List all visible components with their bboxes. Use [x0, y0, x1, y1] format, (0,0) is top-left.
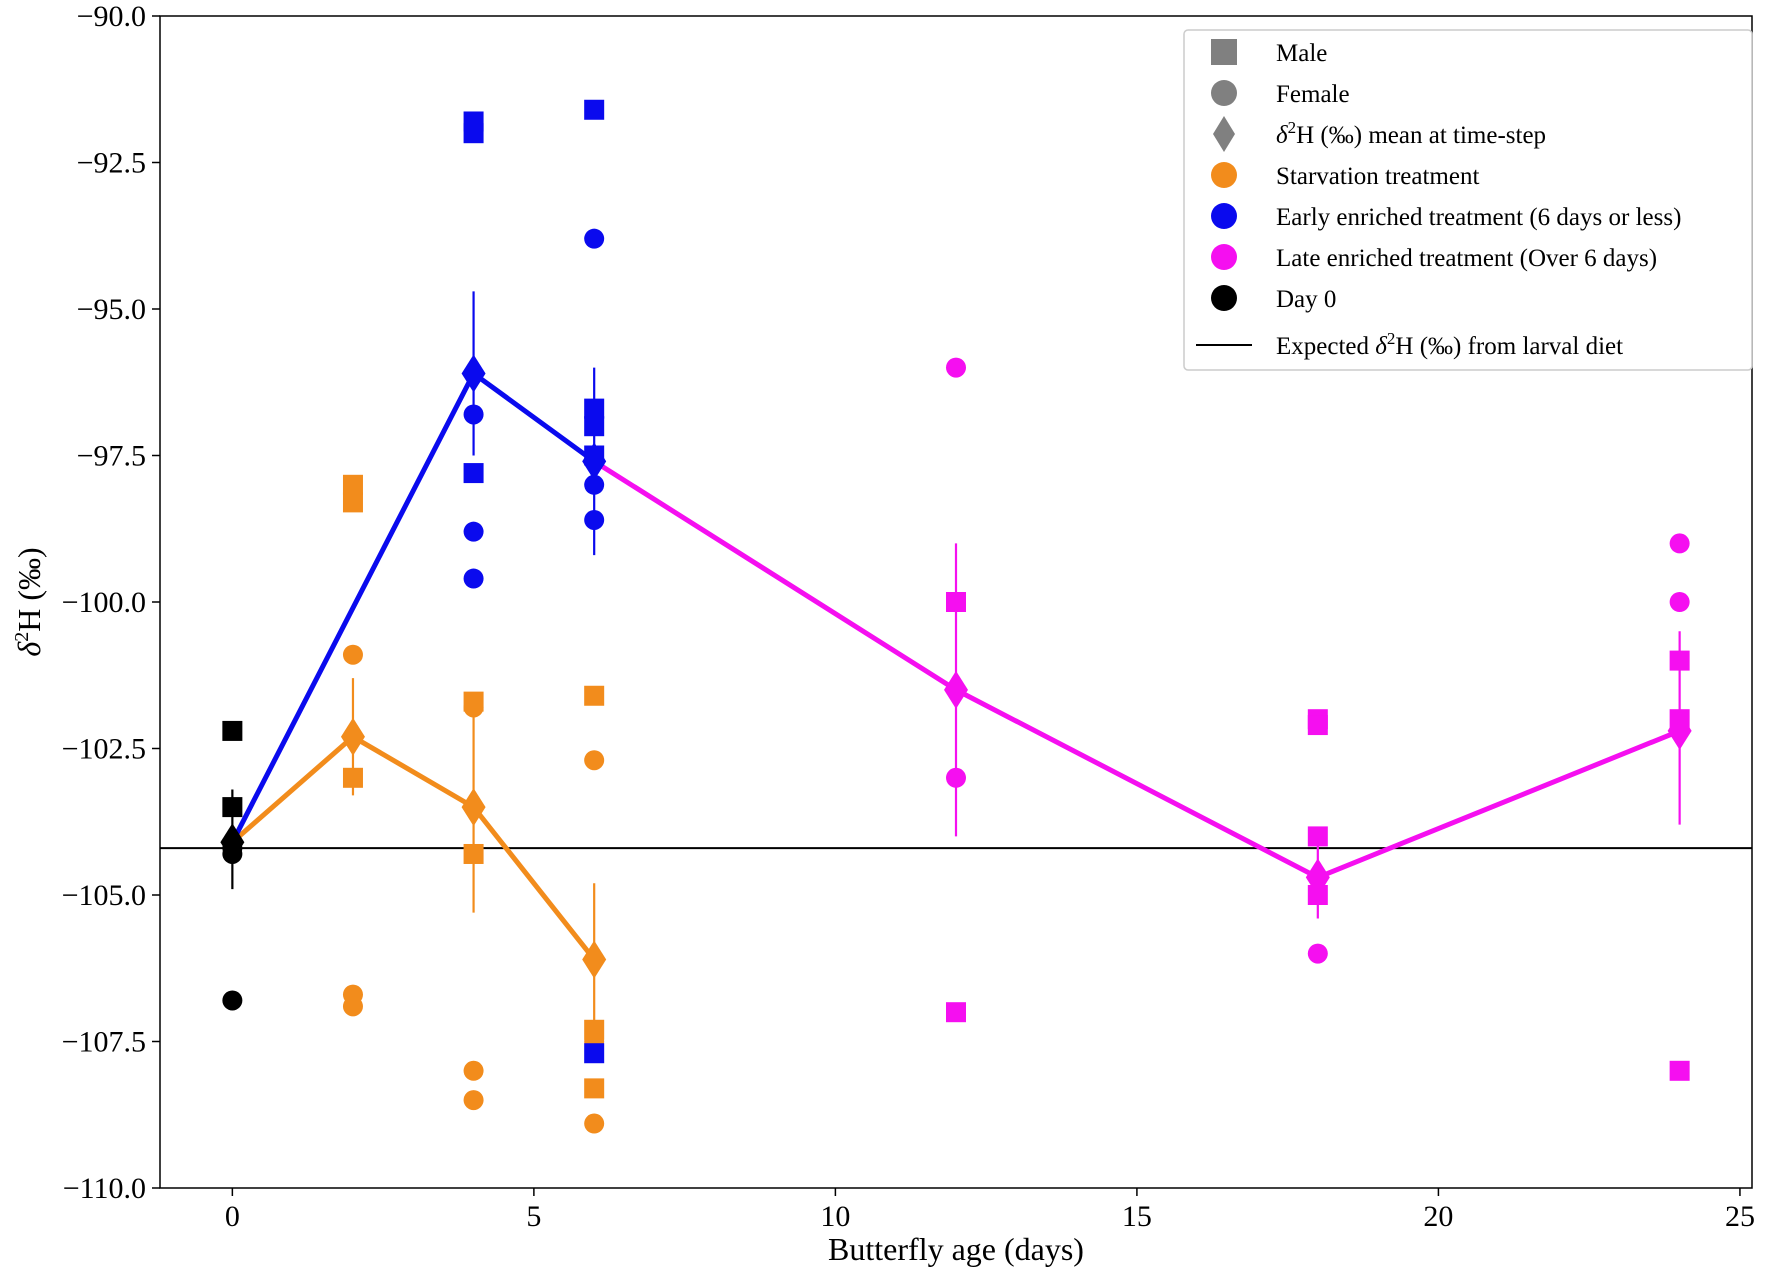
legend-entry-7-label-part-1: δ — [1375, 333, 1387, 360]
legend-entry-4-circle-marker — [1211, 203, 1237, 229]
y-tick-label-102-5: −102.5 — [62, 733, 146, 766]
legend-entry-7-label-part-0: Expected — [1276, 333, 1375, 360]
legend-entry-3-label: Starvation treatment — [1276, 163, 1479, 190]
starvation-treatment-female-point-2 — [342, 996, 363, 1017]
early-enriched-treatment-6-days-or-less-mean-marker-2 — [582, 442, 607, 481]
starvation-treatment-mean-marker-3 — [582, 940, 607, 979]
starvation-treatment-mean-line — [230, 734, 597, 962]
x-tick-label-5: 5 — [526, 1200, 541, 1233]
late-enriched-treatment-over-6-days-female-point-0 — [946, 357, 966, 378]
x-tick-label-20: 20 — [1423, 1200, 1453, 1233]
y-axis-title-rest: H (‰) — [11, 547, 47, 631]
day-0-male-point-0 — [222, 720, 243, 741]
early-enriched-treatment-6-days-or-less-female-point-3 — [584, 228, 605, 249]
y-tick-label-100: −100.0 — [62, 586, 146, 619]
early-enriched-treatment-6-days-or-less-male-point-5 — [584, 416, 605, 437]
starvation-treatment-female-point-5 — [463, 1090, 484, 1111]
y-axis-title: δ2H (‰) — [11, 547, 47, 656]
starvation-treatment-female-point-3 — [463, 697, 484, 718]
late-enriched-treatment-over-6-days-female-point-2 — [1307, 943, 1328, 964]
day-0-female-point-2 — [222, 990, 243, 1011]
legend-entry-5-circle-marker — [1211, 244, 1237, 270]
legend-entry-2-label-part-1: 2 — [1288, 118, 1297, 137]
starvation-treatment-male-point-0 — [342, 474, 363, 495]
x-tick-label-0: 0 — [225, 1200, 240, 1233]
early-enriched-treatment-6-days-or-less-male-point-2 — [463, 463, 484, 484]
y-axis-title-delta: δ — [11, 641, 47, 657]
late-enriched-treatment-over-6-days-male-point-6 — [1669, 650, 1690, 671]
x-axis-title: Butterfly age (days) — [828, 1231, 1084, 1267]
starvation-treatment-mean-marker-1 — [340, 717, 365, 756]
early-enriched-treatment-6-days-or-less-female-point-1 — [463, 521, 484, 542]
mean-markers-layer — [220, 354, 1692, 979]
early-enriched-treatment-6-days-or-less-female-point-5 — [584, 509, 605, 530]
late-enriched-treatment-over-6-days-female-point-1 — [946, 767, 966, 788]
x-tick-label-15: 15 — [1122, 1200, 1152, 1233]
starvation-treatment-male-point-7 — [584, 1078, 605, 1099]
starvation-treatment-female-point-4 — [463, 1060, 484, 1081]
legend-entry-5-label: Late enriched treatment (Over 6 days) — [1276, 245, 1657, 272]
early-enriched-treatment-6-days-or-less-male-point-1 — [463, 123, 484, 144]
early-enriched-treatment-6-days-or-less-mean-marker-1 — [461, 354, 486, 393]
late-enriched-treatment-over-6-days-female-point-3 — [1669, 533, 1690, 554]
legend-entry-0-square-marker — [1211, 39, 1237, 65]
late-enriched-treatment-over-6-days-male-point-1 — [946, 1002, 966, 1023]
legend-entry-6-label: Day 0 — [1276, 286, 1336, 313]
legend-entry-2-label-part-0: δ — [1276, 122, 1288, 149]
starvation-treatment-male-point-4 — [463, 843, 484, 864]
y-axis-title-superscript: 2 — [11, 632, 33, 642]
late-enriched-treatment-over-6-days-mean-marker-3 — [1667, 711, 1692, 750]
x-tick-label-25: 25 — [1725, 1200, 1755, 1233]
late-enriched-treatment-over-6-days-female-point-4 — [1669, 592, 1690, 612]
late-enriched-treatment-over-6-days-male-point-3 — [1307, 715, 1328, 736]
late-enriched-treatment-over-6-days-male-point-4 — [1307, 826, 1328, 847]
legend-entry-2-label-part-2: H (‰) mean at time-step — [1296, 122, 1546, 149]
early-enriched-treatment-6-days-or-less-male-point-3 — [584, 99, 605, 120]
starvation-treatment-female-point-8 — [584, 1113, 605, 1134]
legend-frame — [1183, 29, 1753, 371]
early-enriched-treatment-6-days-or-less-male-point-7 — [584, 1043, 605, 1064]
early-enriched-treatment-6-days-or-less-female-point-4 — [584, 474, 605, 495]
legend-entry-1-label: Female — [1276, 81, 1350, 108]
late-enriched-treatment-over-6-days-male-point-8 — [1669, 1060, 1690, 1081]
late-enriched-treatment-over-6-days-male-point-0 — [946, 592, 966, 612]
day-0-male-point-1 — [222, 797, 243, 818]
early-enriched-treatment-6-days-or-less-male-point-4 — [584, 398, 605, 419]
early-enriched-treatment-6-days-or-less-female-point-0 — [463, 404, 484, 425]
y-tick-label-105: −105.0 — [62, 879, 146, 912]
axes-layer: 0 5 10 15 20 25 −110.0 −107.5 −105.0 −102.5 −100.0… — [62, 0, 1755, 1233]
late-enriched-treatment-over-6-days-mean-line — [592, 459, 1681, 880]
legend-entry-3-circle-marker — [1211, 162, 1237, 188]
legend-entry-2-label: δ2H (‰) mean at time-step — [1276, 118, 1546, 149]
legend-entry-7-label-part-2: 2 — [1387, 329, 1396, 348]
legend-entry-7-label: Expected δ2H (‰) from larval diet — [1276, 329, 1623, 360]
starvation-treatment-male-point-5 — [584, 685, 605, 706]
day-0-mean-marker-0 — [220, 823, 245, 862]
y-tick-label-110: −110.0 — [63, 1172, 146, 1205]
legend-entry-4-label: Early enriched treatment (6 days or less… — [1276, 204, 1681, 231]
legend-entry-2-diamond-marker — [1213, 116, 1235, 152]
y-tick-label-90: −90.0 — [77, 0, 146, 33]
late-enriched-treatment-over-6-days-mean-marker-1 — [944, 670, 968, 709]
legend-entry-0-label: Male — [1276, 40, 1327, 67]
legend-entry-1-circle-marker — [1211, 80, 1237, 106]
y-tick-label-107-5: −107.5 — [62, 1026, 146, 1059]
late-enriched-treatment-over-6-days-mean-marker-2 — [1305, 858, 1330, 897]
x-tick-label-10: 10 — [820, 1200, 850, 1233]
starvation-treatment-male-point-1 — [342, 492, 363, 513]
starvation-treatment-female-point-6 — [584, 750, 605, 771]
early-enriched-treatment-6-days-or-less-female-point-2 — [463, 568, 484, 589]
starvation-treatment-mean-marker-2 — [461, 788, 486, 827]
y-tick-label-95: −95.0 — [77, 293, 146, 326]
starvation-treatment-male-point-2 — [342, 767, 363, 788]
starvation-treatment-female-point-0 — [342, 644, 363, 665]
legend-entry-6-circle-marker — [1211, 285, 1237, 311]
y-tick-label-92-5: −92.5 — [77, 147, 146, 180]
y-tick-label-97-5: −97.5 — [77, 440, 146, 473]
legend-entry-7-label-part-3: H (‰) from larval diet — [1395, 333, 1623, 360]
